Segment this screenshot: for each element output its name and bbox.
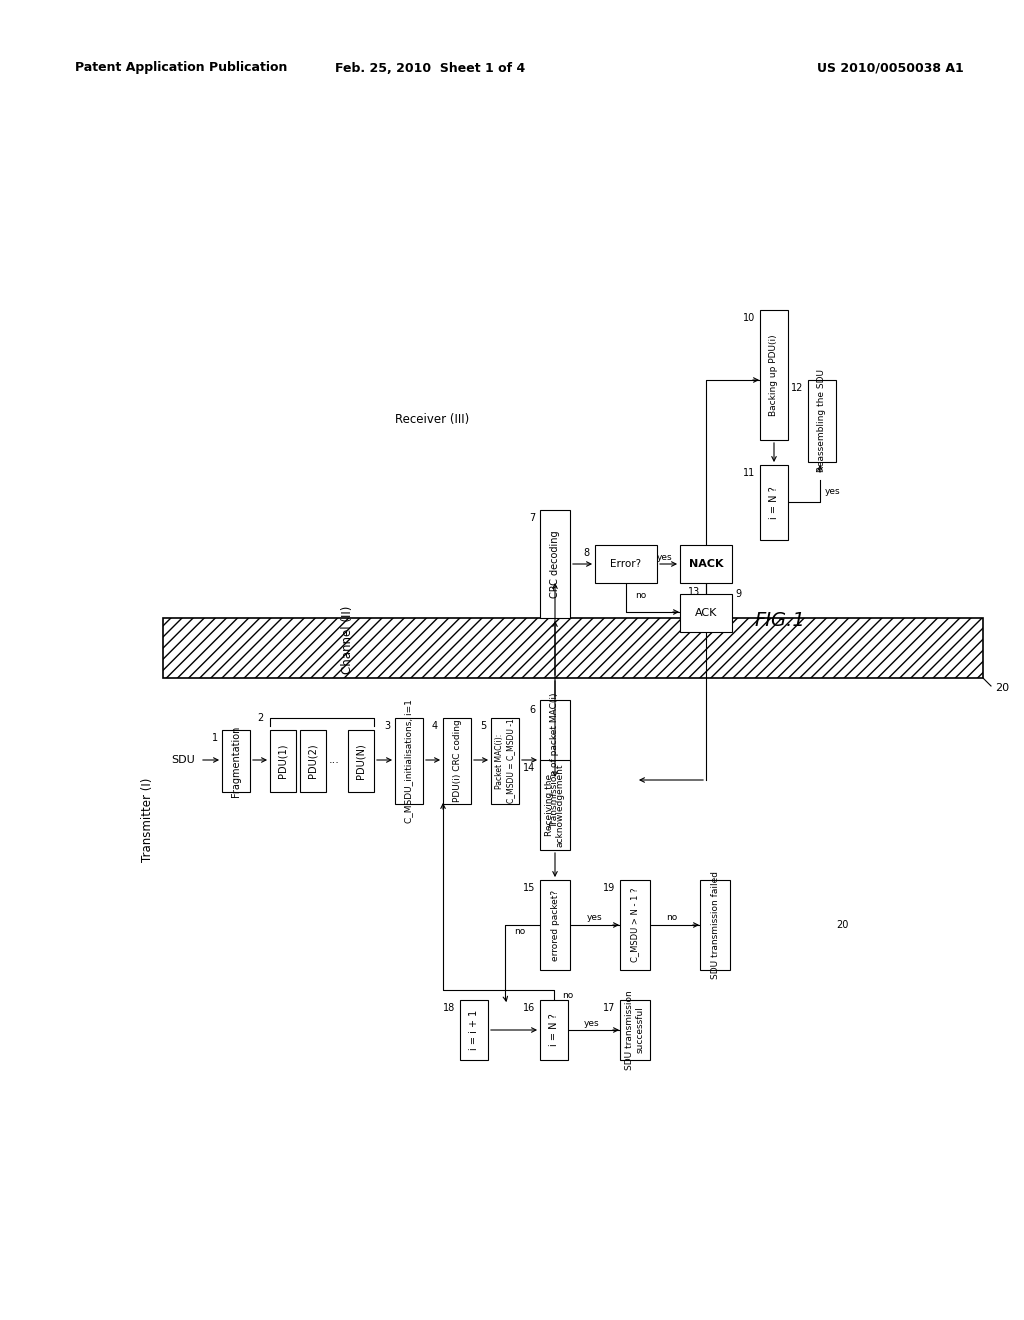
Text: 15: 15: [522, 883, 535, 894]
Text: 7: 7: [528, 513, 535, 523]
Text: NACK: NACK: [689, 558, 723, 569]
Text: yes: yes: [657, 553, 673, 562]
Text: 9: 9: [735, 589, 741, 599]
Bar: [443, 718, 471, 804]
Text: US 2010/0050038 A1: US 2010/0050038 A1: [816, 62, 964, 74]
Text: 20: 20: [995, 682, 1009, 693]
Text: ACK: ACK: [695, 609, 717, 618]
Text: errored packet?: errored packet?: [551, 890, 559, 961]
Text: 10: 10: [742, 313, 755, 323]
Text: Receiving the
acknowledgement: Receiving the acknowledgement: [546, 763, 564, 846]
Bar: [540, 510, 570, 618]
Text: ...: ...: [329, 755, 339, 766]
Text: C_MSDU > N - 1 ?: C_MSDU > N - 1 ?: [631, 888, 640, 962]
Text: 1: 1: [212, 733, 218, 743]
Text: no: no: [635, 590, 646, 599]
Bar: [222, 730, 250, 792]
Bar: [620, 880, 650, 970]
Text: 16: 16: [522, 1003, 535, 1012]
Text: 14: 14: [522, 763, 535, 774]
Text: 3: 3: [384, 721, 390, 731]
Text: 4: 4: [432, 721, 438, 731]
Text: yes: yes: [825, 487, 841, 496]
Text: i = N ?: i = N ?: [549, 1014, 559, 1047]
Text: Channel (II): Channel (II): [341, 606, 354, 675]
Bar: [540, 1001, 568, 1060]
Bar: [760, 465, 788, 540]
Bar: [540, 700, 570, 820]
Text: 20: 20: [836, 920, 848, 931]
Text: 2: 2: [257, 713, 263, 723]
Bar: [460, 1001, 488, 1060]
Text: 12: 12: [791, 383, 803, 393]
Text: PDU(i) CRC coding: PDU(i) CRC coding: [453, 719, 462, 803]
Text: no: no: [667, 913, 678, 923]
Text: SDU: SDU: [171, 755, 195, 766]
Text: Reassembling the SDU: Reassembling the SDU: [817, 370, 826, 473]
Bar: [620, 1001, 650, 1060]
Text: C_MSDU_initialisations, i=1: C_MSDU_initialisations, i=1: [404, 700, 414, 822]
Bar: [270, 730, 296, 792]
Text: FIG.1: FIG.1: [755, 610, 805, 630]
Text: 13: 13: [688, 587, 700, 597]
Text: 5: 5: [480, 721, 486, 731]
Bar: [300, 730, 326, 792]
Text: SDU transmission
successful: SDU transmission successful: [626, 990, 645, 1071]
Text: i = N ?: i = N ?: [769, 486, 779, 519]
Text: 19: 19: [603, 883, 615, 894]
Text: Transmitter (I): Transmitter (I): [141, 777, 155, 862]
Text: yes: yes: [587, 913, 603, 923]
Text: Receiver (III): Receiver (III): [395, 413, 469, 426]
Text: Feb. 25, 2010  Sheet 1 of 4: Feb. 25, 2010 Sheet 1 of 4: [335, 62, 525, 74]
Text: 8: 8: [584, 548, 590, 558]
Text: Patent Application Publication: Patent Application Publication: [75, 62, 288, 74]
Text: SDU transmission failed: SDU transmission failed: [711, 871, 720, 979]
Bar: [760, 310, 788, 440]
Text: PDU(N): PDU(N): [356, 743, 366, 779]
Bar: [163, 618, 983, 678]
Text: yes: yes: [584, 1019, 600, 1027]
Bar: [680, 594, 732, 632]
Text: PDU(1): PDU(1): [278, 743, 288, 779]
Text: Fragmentation: Fragmentation: [231, 725, 241, 797]
Text: 6: 6: [528, 705, 535, 715]
Bar: [808, 380, 836, 462]
Text: Backing up PDU(i): Backing up PDU(i): [769, 334, 778, 416]
Bar: [700, 880, 730, 970]
Text: Error?: Error?: [610, 558, 642, 569]
Text: 11: 11: [742, 469, 755, 478]
Bar: [395, 718, 423, 804]
Text: Transmission of packet MAC(i): Transmission of packet MAC(i): [551, 692, 559, 828]
Text: 18: 18: [442, 1003, 455, 1012]
Bar: [490, 718, 519, 804]
Text: 17: 17: [603, 1003, 615, 1012]
Bar: [680, 545, 732, 583]
Text: Packet MAC(i):
C_MSDU = C_MSDU -1: Packet MAC(i): C_MSDU = C_MSDU -1: [496, 718, 515, 804]
Bar: [540, 880, 570, 970]
Text: i = i + 1: i = i + 1: [469, 1010, 479, 1051]
Text: no: no: [514, 928, 525, 936]
Bar: [595, 545, 657, 583]
Text: CRC decoding: CRC decoding: [550, 531, 560, 598]
Text: PDU(2): PDU(2): [308, 743, 318, 779]
Bar: [540, 760, 570, 850]
Text: no: no: [562, 990, 573, 999]
Bar: [348, 730, 374, 792]
